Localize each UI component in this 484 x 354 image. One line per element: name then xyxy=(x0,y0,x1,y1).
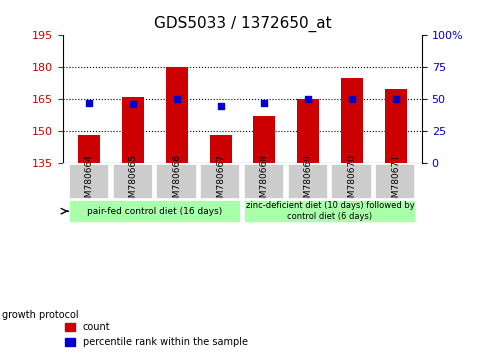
Text: GDS5033 / 1372650_at: GDS5033 / 1372650_at xyxy=(153,16,331,32)
Text: pair-fed control diet (16 days): pair-fed control diet (16 days) xyxy=(87,207,222,216)
Point xyxy=(216,103,224,108)
FancyBboxPatch shape xyxy=(331,164,371,199)
Text: zinc-deficient diet (10 days) followed by
control diet (6 days): zinc-deficient diet (10 days) followed b… xyxy=(245,201,413,221)
FancyBboxPatch shape xyxy=(156,164,196,199)
FancyBboxPatch shape xyxy=(69,164,109,199)
Text: GSM780669: GSM780669 xyxy=(303,154,312,209)
Point xyxy=(129,102,136,107)
FancyBboxPatch shape xyxy=(243,164,284,199)
FancyBboxPatch shape xyxy=(69,200,241,223)
Point xyxy=(173,96,181,102)
Bar xyxy=(166,67,187,354)
FancyBboxPatch shape xyxy=(287,164,327,199)
Legend: count, percentile rank within the sample: count, percentile rank within the sample xyxy=(63,320,249,349)
Text: GSM780664: GSM780664 xyxy=(85,154,93,209)
Text: growth protocol: growth protocol xyxy=(2,310,79,320)
Text: GSM780667: GSM780667 xyxy=(216,154,225,209)
Bar xyxy=(384,88,406,354)
Text: GSM780671: GSM780671 xyxy=(391,154,399,209)
Text: GSM780668: GSM780668 xyxy=(259,154,268,209)
Bar xyxy=(78,135,100,354)
FancyBboxPatch shape xyxy=(374,164,414,199)
Text: GSM780670: GSM780670 xyxy=(347,154,356,209)
Point xyxy=(348,96,355,102)
Point xyxy=(260,100,268,106)
FancyBboxPatch shape xyxy=(199,164,240,199)
Text: GSM780665: GSM780665 xyxy=(128,154,137,209)
Point xyxy=(303,96,311,102)
Bar xyxy=(209,135,231,354)
Bar xyxy=(297,99,318,354)
Text: GSM780666: GSM780666 xyxy=(172,154,181,209)
Bar xyxy=(253,116,275,354)
Bar xyxy=(340,78,362,354)
Point xyxy=(391,96,399,102)
FancyBboxPatch shape xyxy=(112,164,152,199)
FancyBboxPatch shape xyxy=(243,200,415,223)
Bar xyxy=(122,97,144,354)
Point xyxy=(85,100,93,106)
